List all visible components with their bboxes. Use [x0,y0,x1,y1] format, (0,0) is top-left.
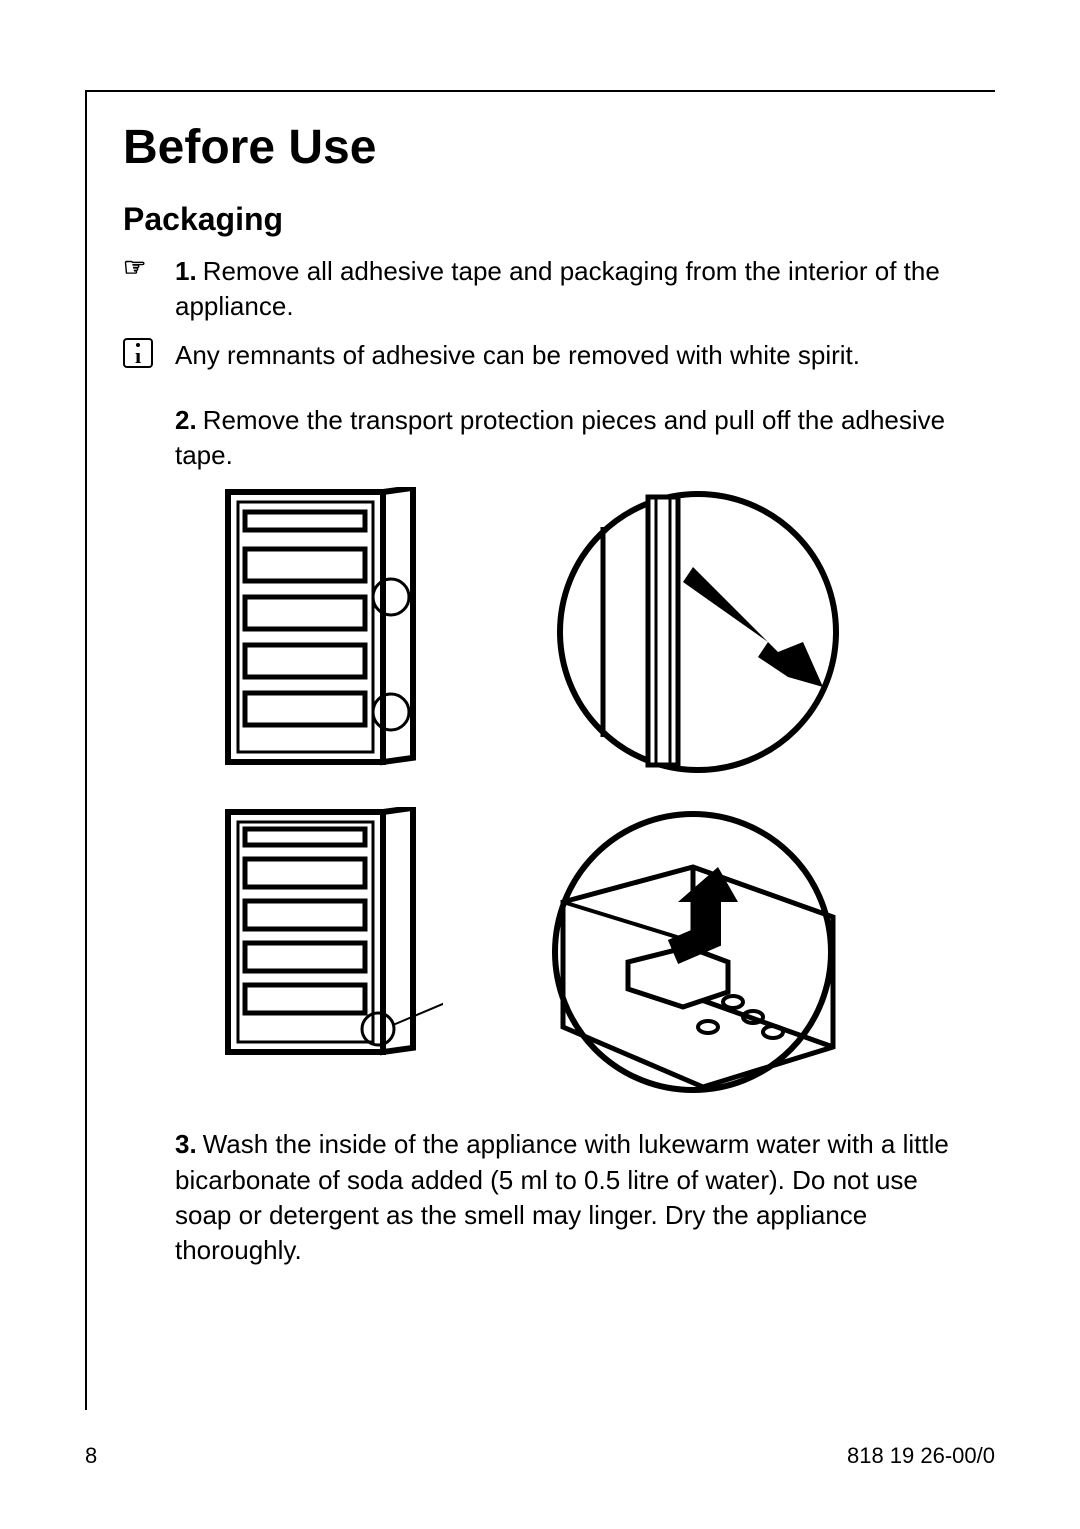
info-text: Any remnants of adhesive can be removed … [175,338,860,373]
step-body: Remove the transport protection pieces a… [175,405,945,470]
detail-circle-bracket-icon [533,807,843,1097]
appliance-diagram-icon [223,807,443,1057]
content-frame: Before Use Packaging ☞ 1.Remove all adhe… [85,90,995,1410]
detail-circle-arrow-icon [553,487,843,777]
doc-code: 818 19 26-00/0 [847,1443,995,1469]
figure-block [223,487,843,1097]
gutter: ☞ [123,254,175,280]
step-body: Remove all adhesive tape and packaging f… [175,256,940,321]
section-title: Packaging [123,201,965,238]
page-footer: 8 818 19 26-00/0 [85,1443,995,1469]
step-row: ☞ 1.Remove all adhesive tape and packagi… [123,254,965,324]
appliance-diagram-icon [223,487,443,767]
step-row: 3.Wash the inside of the appliance with … [123,1127,965,1267]
info-row: ı Any remnants of adhesive can be remove… [123,338,965,373]
step-row: 2.Remove the transport protection pieces… [123,403,965,473]
step-number: 3. [175,1129,197,1159]
page: Before Use Packaging ☞ 1.Remove all adhe… [0,0,1080,1529]
step-number: 2. [175,405,197,435]
info-icon: ı [123,338,153,368]
step-number: 1. [175,256,197,286]
step-text: 1.Remove all adhesive tape and packaging… [175,254,965,324]
page-number: 8 [85,1443,97,1469]
step-text: 2.Remove the transport protection pieces… [175,403,965,473]
figure-row [223,807,843,1097]
pointing-hand-icon: ☞ [123,254,146,280]
step-text: 3.Wash the inside of the appliance with … [175,1127,965,1267]
step-body: Wash the inside of the appliance with lu… [175,1129,949,1264]
figure-row [223,487,843,777]
page-title: Before Use [123,120,965,175]
spacer [123,387,965,403]
gutter: ı [123,338,175,368]
